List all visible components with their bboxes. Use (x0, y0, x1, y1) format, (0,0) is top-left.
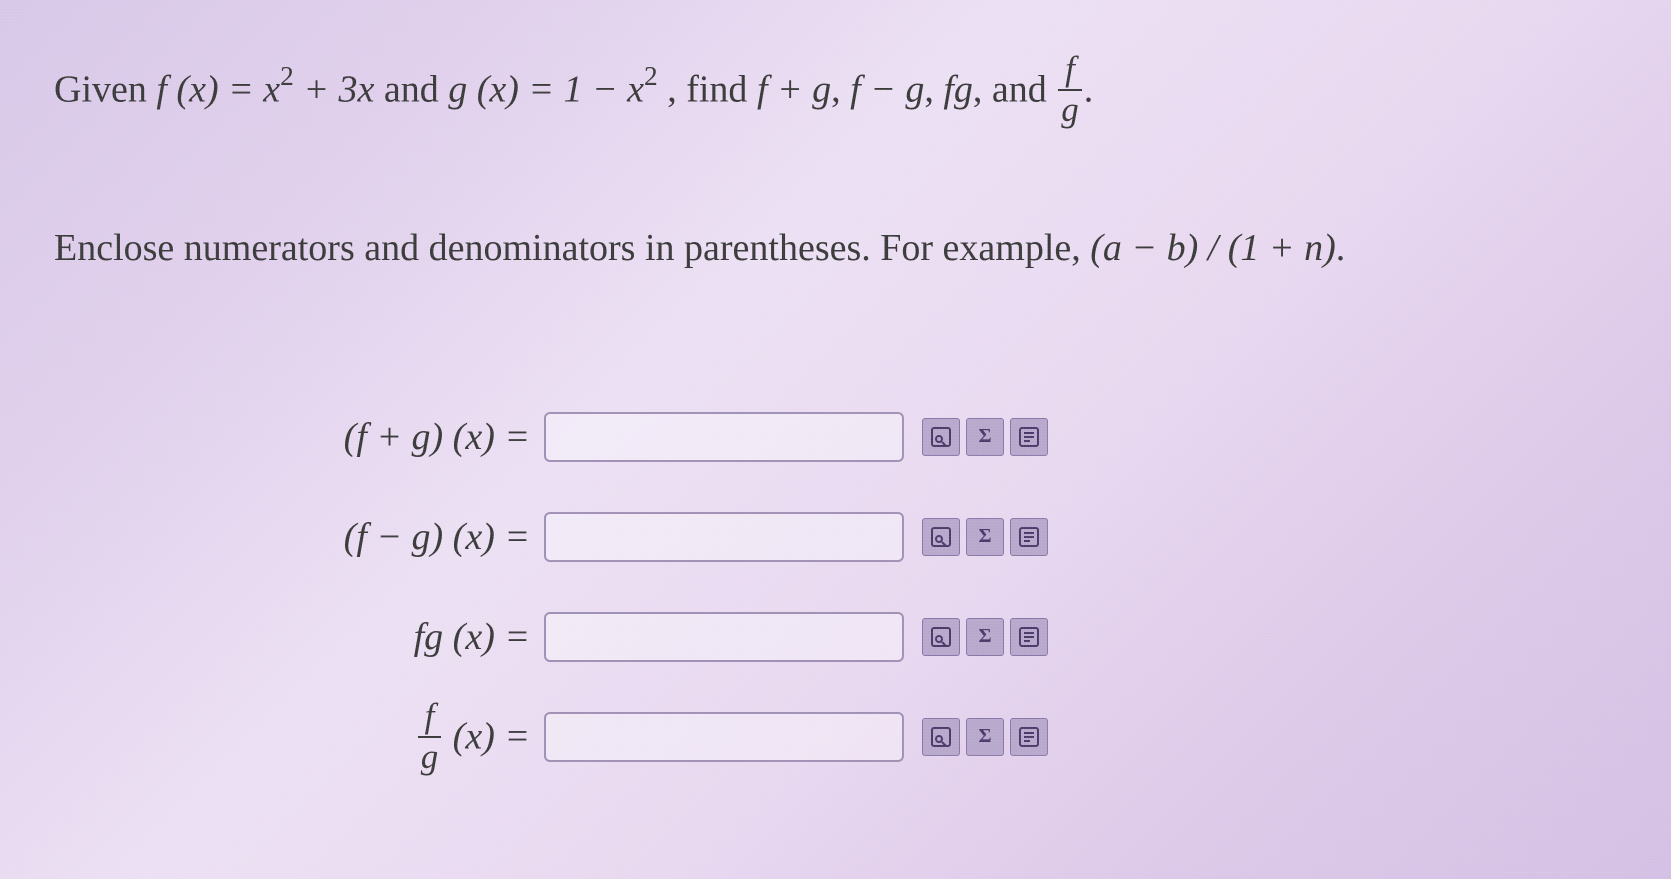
input-foverg[interactable] (544, 712, 904, 762)
answer-row-foverg: f g (x) = Σ (284, 687, 1617, 787)
text-and: and (384, 69, 448, 111)
icon-group: Σ (922, 718, 1048, 756)
text-given: Given (54, 69, 156, 111)
answer-section: (f + g) (x) = Σ (f − g) (x) = Σ fg (x) = (284, 387, 1617, 787)
fraction-numerator: f (1058, 52, 1081, 91)
help-icon[interactable] (1010, 518, 1048, 556)
label-foverg-tail: (x) = (443, 716, 530, 758)
preview-icon[interactable] (922, 718, 960, 756)
term-fg: fg (943, 69, 973, 111)
fraction-denominator: g (1058, 91, 1081, 128)
fraction-denominator: g (418, 738, 441, 775)
answer-row-fplusg: (f + g) (x) = Σ (284, 387, 1617, 487)
instruction-example: (a − b) / (1 + n) (1090, 227, 1335, 269)
g-exponent: 2 (644, 61, 658, 91)
answer-row-fg: fg (x) = Σ (284, 587, 1617, 687)
g-definition-lhs: g (x) = 1 − x (448, 69, 644, 111)
help-icon[interactable] (1010, 418, 1048, 456)
label-fminusg: (f − g) (x) = (284, 515, 544, 559)
f-definition-lhs: f (x) = x (156, 69, 280, 111)
answer-row-fminusg: (f − g) (x) = Σ (284, 487, 1617, 587)
sigma-icon[interactable]: Σ (966, 618, 1004, 656)
preview-icon[interactable] (922, 518, 960, 556)
sigma-icon[interactable]: Σ (966, 718, 1004, 756)
help-icon[interactable] (1010, 718, 1048, 756)
input-fminusg[interactable] (544, 512, 904, 562)
preview-icon[interactable] (922, 418, 960, 456)
label-fg: fg (x) = (284, 615, 544, 659)
text-find: , find (667, 69, 757, 111)
sep: , and (973, 69, 1056, 111)
icon-group: Σ (922, 418, 1048, 456)
label-foverg: f g (x) = (284, 699, 544, 775)
f-exponent: 2 (280, 61, 294, 91)
f-definition-tail: + 3x (294, 69, 375, 111)
term-f-over-g: f g (1058, 52, 1081, 128)
sigma-icon[interactable]: Σ (966, 518, 1004, 556)
preview-icon[interactable] (922, 618, 960, 656)
input-fg[interactable] (544, 612, 904, 662)
instruction-suffix: . (1336, 227, 1346, 269)
icon-group: Σ (922, 518, 1048, 556)
term-fminusg: f − g (850, 69, 924, 111)
fraction-numerator: f (418, 699, 441, 738)
term-fplusg: f + g (757, 69, 831, 111)
period: . (1084, 69, 1094, 111)
label-fplusg: (f + g) (x) = (284, 415, 544, 459)
instruction-prefix: Enclose numerators and denominators in p… (54, 227, 1090, 269)
sep: , (924, 69, 943, 111)
input-fplusg[interactable] (544, 412, 904, 462)
icon-group: Σ (922, 618, 1048, 656)
instruction-text: Enclose numerators and denominators in p… (54, 220, 1617, 277)
help-icon[interactable] (1010, 618, 1048, 656)
problem-statement: Given f (x) = x2 + 3x and g (x) = 1 − x2… (54, 52, 1617, 128)
sigma-icon[interactable]: Σ (966, 418, 1004, 456)
sep: , (831, 69, 850, 111)
label-foverg-fraction: f g (418, 699, 441, 775)
